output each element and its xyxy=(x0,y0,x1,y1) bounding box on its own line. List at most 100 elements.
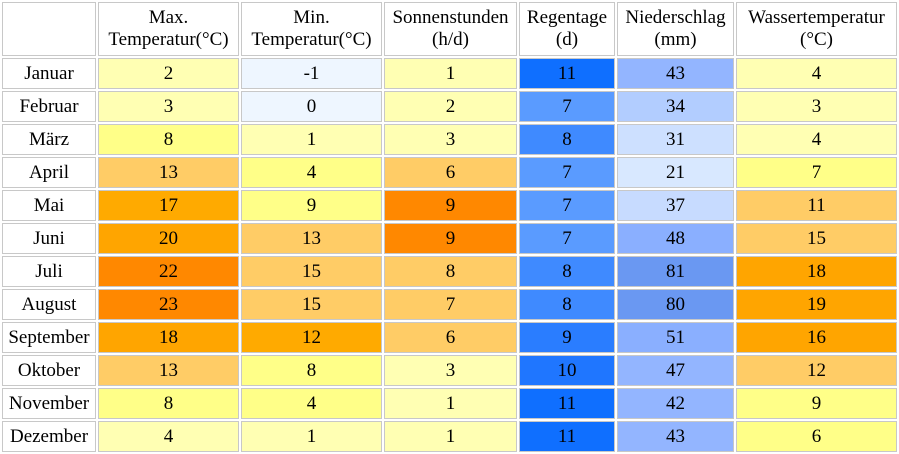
rain-days-cell: 7 xyxy=(519,157,615,188)
header-rain-days-line1: Regentage xyxy=(526,7,608,28)
min-temperature-cell: 9 xyxy=(241,190,382,221)
water-temperature-cell: 4 xyxy=(736,58,897,89)
table-row: Januar 2 -1 1 11 43 4 xyxy=(2,58,897,89)
header-water-temperature-line1: Wassertemperatur xyxy=(748,7,885,28)
rain-days-cell: 11 xyxy=(519,58,615,89)
precipitation-cell: 51 xyxy=(617,322,734,353)
min-temperature-cell: 12 xyxy=(241,322,382,353)
header-max-temperature: Max. Temperatur(°C) xyxy=(98,2,239,56)
header-corner-cell xyxy=(2,2,96,56)
precipitation-cell: 34 xyxy=(617,91,734,122)
month-cell: September xyxy=(2,322,96,353)
precipitation-cell: 31 xyxy=(617,124,734,155)
min-temperature-cell: 4 xyxy=(241,157,382,188)
header-min-temperature-line1: Min. xyxy=(293,7,330,28)
table-row: August 23 15 7 8 80 19 xyxy=(2,289,897,320)
max-temperature-cell: 2 xyxy=(98,58,239,89)
header-water-temperature: Wassertemperatur (°C) xyxy=(736,2,897,56)
rain-days-cell: 8 xyxy=(519,256,615,287)
header-rain-days: Regentage (d) xyxy=(519,2,615,56)
table-row: Februar 3 0 2 7 34 3 xyxy=(2,91,897,122)
precipitation-cell: 43 xyxy=(617,421,734,452)
min-temperature-cell: 8 xyxy=(241,355,382,386)
sunshine-hours-cell: 9 xyxy=(384,190,517,221)
rain-days-cell: 10 xyxy=(519,355,615,386)
rain-days-cell: 8 xyxy=(519,124,615,155)
sunshine-hours-cell: 1 xyxy=(384,58,517,89)
header-precipitation-line2: (mm) xyxy=(654,29,697,50)
month-cell: Mai xyxy=(2,190,96,221)
table-row: Dezember 4 1 1 11 43 6 xyxy=(2,421,897,452)
max-temperature-cell: 8 xyxy=(98,388,239,419)
precipitation-cell: 48 xyxy=(617,223,734,254)
month-cell: März xyxy=(2,124,96,155)
max-temperature-cell: 4 xyxy=(98,421,239,452)
table-row: September 18 12 6 9 51 16 xyxy=(2,322,897,353)
month-cell: August xyxy=(2,289,96,320)
water-temperature-cell: 7 xyxy=(736,157,897,188)
sunshine-hours-cell: 2 xyxy=(384,91,517,122)
header-max-temperature-line1: Max. xyxy=(148,7,189,28)
table-row: März 8 1 3 8 31 4 xyxy=(2,124,897,155)
rain-days-cell: 8 xyxy=(519,289,615,320)
water-temperature-cell: 19 xyxy=(736,289,897,320)
table-row: Juni 20 13 9 7 48 15 xyxy=(2,223,897,254)
header-sunshine-hours-line2: (h/d) xyxy=(432,29,469,50)
water-temperature-cell: 6 xyxy=(736,421,897,452)
header-precipitation-line1: Niederschlag xyxy=(625,7,726,28)
max-temperature-cell: 18 xyxy=(98,322,239,353)
table-row: November 8 4 1 11 42 9 xyxy=(2,388,897,419)
month-cell: Juli xyxy=(2,256,96,287)
header-max-temperature-line2: Temperatur(°C) xyxy=(108,29,229,50)
water-temperature-cell: 3 xyxy=(736,91,897,122)
max-temperature-cell: 22 xyxy=(98,256,239,287)
max-temperature-cell: 20 xyxy=(98,223,239,254)
month-cell: Juni xyxy=(2,223,96,254)
rain-days-cell: 7 xyxy=(519,91,615,122)
sunshine-hours-cell: 1 xyxy=(384,421,517,452)
sunshine-hours-cell: 3 xyxy=(384,355,517,386)
rain-days-cell: 7 xyxy=(519,190,615,221)
sunshine-hours-cell: 6 xyxy=(384,157,517,188)
header-row: Max. Temperatur(°C) Min. Temperatur(°C) … xyxy=(2,2,897,56)
water-temperature-cell: 16 xyxy=(736,322,897,353)
precipitation-cell: 42 xyxy=(617,388,734,419)
month-cell: Dezember xyxy=(2,421,96,452)
min-temperature-cell: 4 xyxy=(241,388,382,419)
header-sunshine-hours-line1: Sonnenstunden xyxy=(392,7,509,28)
water-temperature-cell: 9 xyxy=(736,388,897,419)
min-temperature-cell: 0 xyxy=(241,91,382,122)
precipitation-cell: 43 xyxy=(617,58,734,89)
header-sunshine-hours: Sonnenstunden (h/d) xyxy=(384,2,517,56)
header-min-temperature: Min. Temperatur(°C) xyxy=(241,2,382,56)
max-temperature-cell: 8 xyxy=(98,124,239,155)
sunshine-hours-cell: 6 xyxy=(384,322,517,353)
table-row: Juli 22 15 8 8 81 18 xyxy=(2,256,897,287)
max-temperature-cell: 3 xyxy=(98,91,239,122)
sunshine-hours-cell: 1 xyxy=(384,388,517,419)
sunshine-hours-cell: 8 xyxy=(384,256,517,287)
table-row: Oktober 13 8 3 10 47 12 xyxy=(2,355,897,386)
water-temperature-cell: 4 xyxy=(736,124,897,155)
header-rain-days-line2: (d) xyxy=(555,29,579,50)
precipitation-cell: 21 xyxy=(617,157,734,188)
precipitation-cell: 47 xyxy=(617,355,734,386)
water-temperature-cell: 15 xyxy=(736,223,897,254)
max-temperature-cell: 17 xyxy=(98,190,239,221)
header-water-temperature-line2: (°C) xyxy=(800,29,833,50)
rain-days-cell: 7 xyxy=(519,223,615,254)
climate-table-body: Januar 2 -1 1 11 43 4 Februar 3 0 2 7 34 3 März 8 1 3 8 31 4… xyxy=(2,58,897,452)
precipitation-cell: 37 xyxy=(617,190,734,221)
sunshine-hours-cell: 7 xyxy=(384,289,517,320)
min-temperature-cell: 13 xyxy=(241,223,382,254)
month-cell: Februar xyxy=(2,91,96,122)
table-row: April 13 4 6 7 21 7 xyxy=(2,157,897,188)
sunshine-hours-cell: 9 xyxy=(384,223,517,254)
precipitation-cell: 80 xyxy=(617,289,734,320)
min-temperature-cell: 15 xyxy=(241,256,382,287)
table-row: Mai 17 9 9 7 37 11 xyxy=(2,190,897,221)
month-cell: November xyxy=(2,388,96,419)
max-temperature-cell: 13 xyxy=(98,157,239,188)
water-temperature-cell: 18 xyxy=(736,256,897,287)
